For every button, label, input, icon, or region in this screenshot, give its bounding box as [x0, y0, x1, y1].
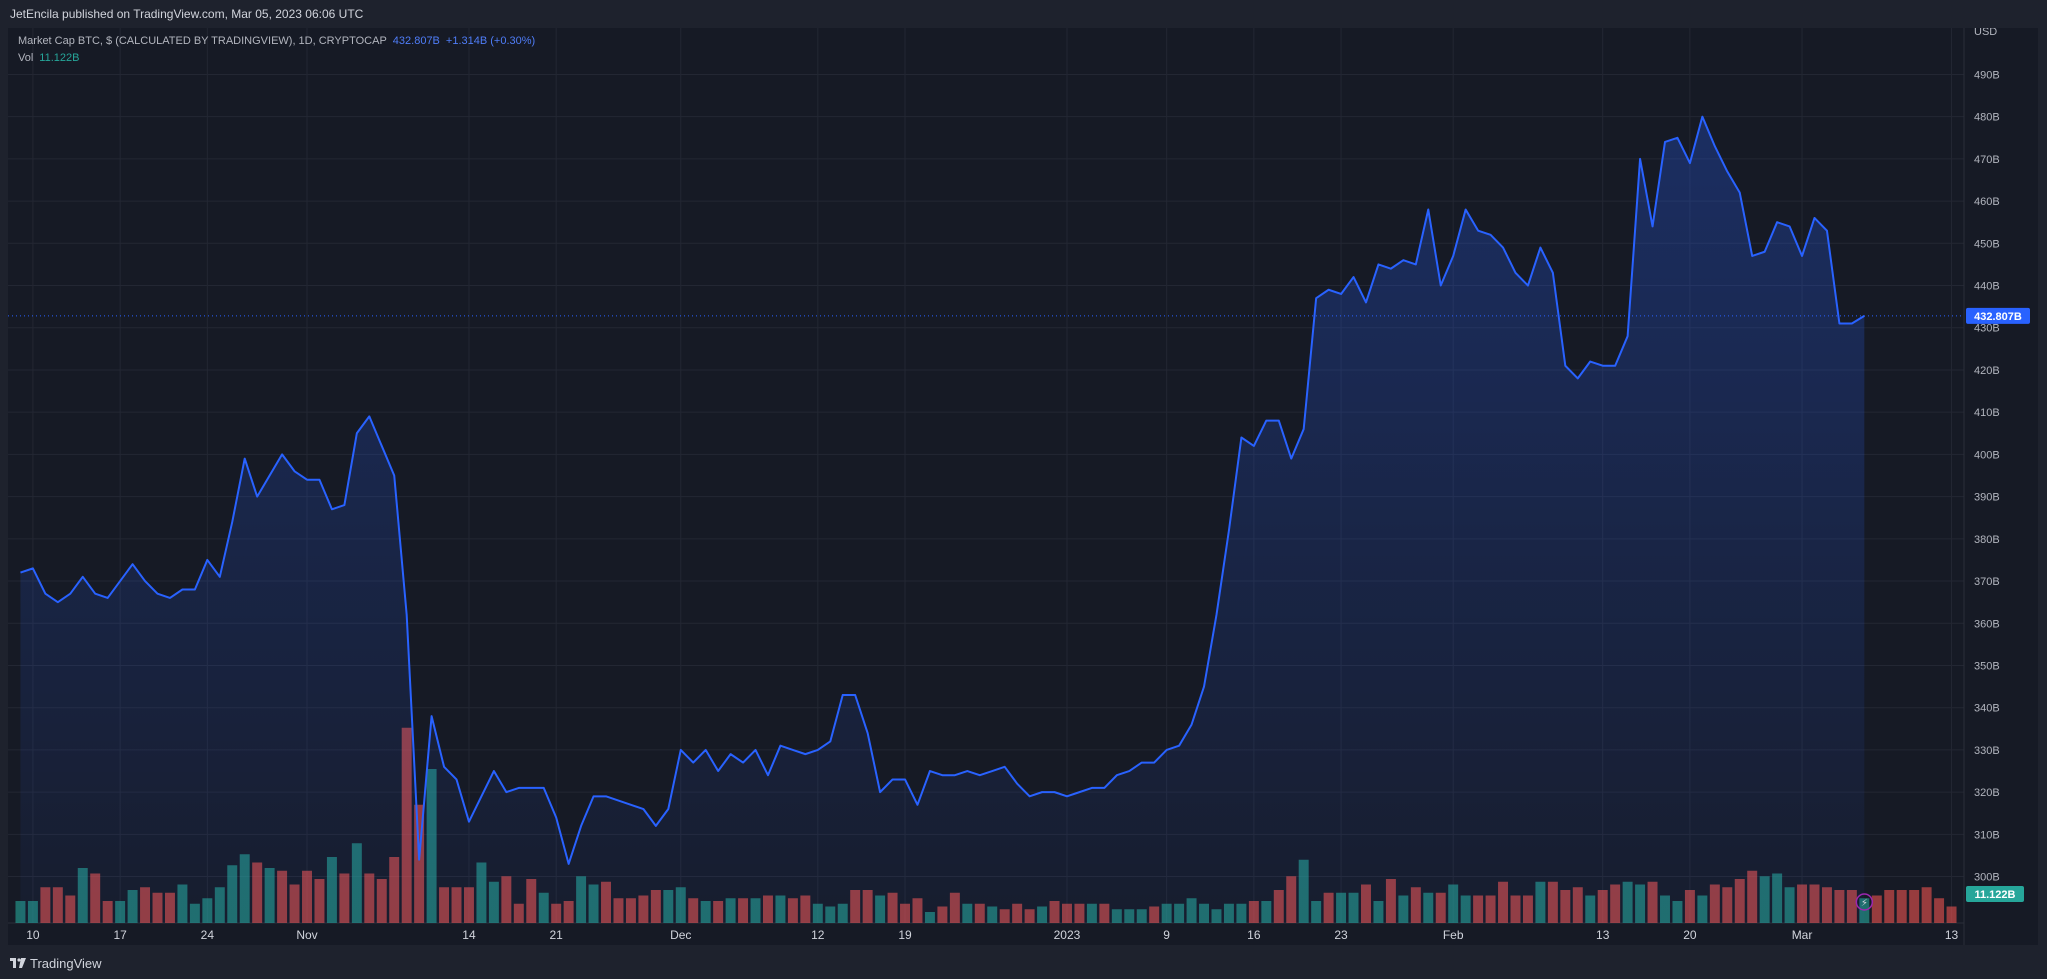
tradingview-logo-icon	[10, 956, 26, 971]
currency-label: USD	[1974, 28, 1997, 38]
time-tick-label: 24	[201, 928, 215, 942]
price-tick-label: 450B	[1974, 238, 2000, 250]
price-tick-label: 430B	[1974, 323, 2000, 335]
price-tick-label: 360B	[1974, 618, 2000, 630]
price-tick-label: 340B	[1974, 703, 2000, 715]
time-tick-label: 2023	[1054, 928, 1081, 942]
time-tick-label: 21	[549, 928, 563, 942]
time-tick-label: 14	[462, 928, 476, 942]
price-area-fill	[20, 116, 1865, 923]
price-area	[20, 115, 1865, 923]
time-tick-label: Feb	[1443, 928, 1464, 942]
volume-bar	[1946, 906, 1957, 923]
lightning-icon: ⚡	[1861, 898, 1868, 909]
published-text: JetEncila published on TradingView.com, …	[10, 7, 364, 21]
volume-bar	[15, 901, 26, 923]
price-tick-label: 460B	[1974, 196, 2000, 208]
price-line	[20, 115, 1865, 865]
price-tick-label: 490B	[1974, 69, 2000, 81]
legend-main[interactable]: Market Cap BTC, $ (CALCULATED BY TRADING…	[18, 35, 535, 47]
price-tick-label: 330B	[1974, 745, 2000, 757]
market-cap-chart[interactable]: 300B 310B 320B 330B 340B 350B 360B 370B 380B 390B…	[8, 28, 2038, 945]
chart-pane[interactable]: 300B 310B 320B 330B 340B 350B 360B 370B 380B 390B…	[8, 28, 2038, 945]
price-tick-label: 410B	[1974, 407, 2000, 419]
time-tick-label: 20	[1683, 928, 1697, 942]
time-tick-label: 13	[1945, 928, 1959, 942]
price-tick-label: 470B	[1974, 154, 2000, 166]
legend-last-value: 432.807B	[392, 35, 440, 47]
legend-volume[interactable]: Vol 11.122B	[18, 52, 79, 64]
legend-change: +1.314B (+0.30%)	[445, 35, 536, 47]
legend-vol-value: 11.122B	[39, 52, 80, 64]
volume-tag	[1966, 886, 2024, 902]
time-tick-label: 9	[1163, 928, 1170, 942]
price-axis-background	[1964, 28, 2038, 945]
price-tick-label: 320B	[1974, 787, 2000, 799]
price-tick-label: 380B	[1974, 534, 2000, 546]
price-tick-label: 390B	[1974, 492, 2000, 504]
time-tick-label: 17	[113, 928, 127, 942]
brand-name: TradingView	[30, 956, 102, 971]
time-tick-label: 13	[1596, 928, 1610, 942]
time-tick-label: 19	[898, 928, 912, 942]
event-marker-icon	[1855, 893, 1874, 911]
time-tick-label: Nov	[296, 928, 317, 942]
footer: TradingView	[0, 946, 2047, 979]
time-tick-label: 10	[26, 928, 40, 942]
time-tick-label: Dec	[670, 928, 691, 942]
price-tick-label: 300B	[1974, 872, 2000, 884]
price-tick-label: 480B	[1974, 112, 2000, 124]
volume-bar	[1871, 895, 1882, 923]
current-price-tag	[1966, 307, 2030, 324]
volume-bar	[1909, 890, 1920, 923]
time-tick-label: 12	[811, 928, 825, 942]
volume-bar	[1934, 898, 1945, 923]
legend-vol-label: Vol	[18, 52, 34, 64]
time-axis[interactable]: 10 17 24 Nov 14 21 Dec 12 19 2023 9 16 23 Feb 13 20 Mar 1…	[26, 928, 1958, 942]
published-header: JetEncila published on TradingView.com, …	[0, 0, 2047, 28]
volume-bar	[1921, 887, 1932, 923]
tradingview-brand[interactable]: TradingView	[10, 956, 102, 971]
volume-bar	[1884, 890, 1895, 923]
current-price-tag-text: 432.807B	[1974, 311, 2022, 323]
volume-tag-text: 11.122B	[1975, 889, 2016, 901]
price-tick-label: 420B	[1974, 365, 2000, 377]
price-tick-label: 350B	[1974, 660, 2000, 672]
time-tick-label: 16	[1247, 928, 1261, 942]
price-tick-label: 440B	[1974, 281, 2000, 293]
legend-symbol: Market Cap BTC, $ (CALCULATED BY TRADING…	[18, 35, 387, 47]
price-tick-label: 370B	[1974, 576, 2000, 588]
volume-bar	[1896, 890, 1907, 923]
time-tick-label: 23	[1334, 928, 1348, 942]
price-tags: 432.807B 11.122B ⚡	[8, 307, 2030, 911]
price-tick-label: 400B	[1974, 449, 2000, 461]
price-axis[interactable]: 300B 310B 320B 330B 340B 350B 360B 370B 380B 390B…	[1974, 28, 2000, 884]
price-tick-label: 310B	[1974, 829, 2000, 841]
time-tick-label: Mar	[1792, 928, 1813, 942]
